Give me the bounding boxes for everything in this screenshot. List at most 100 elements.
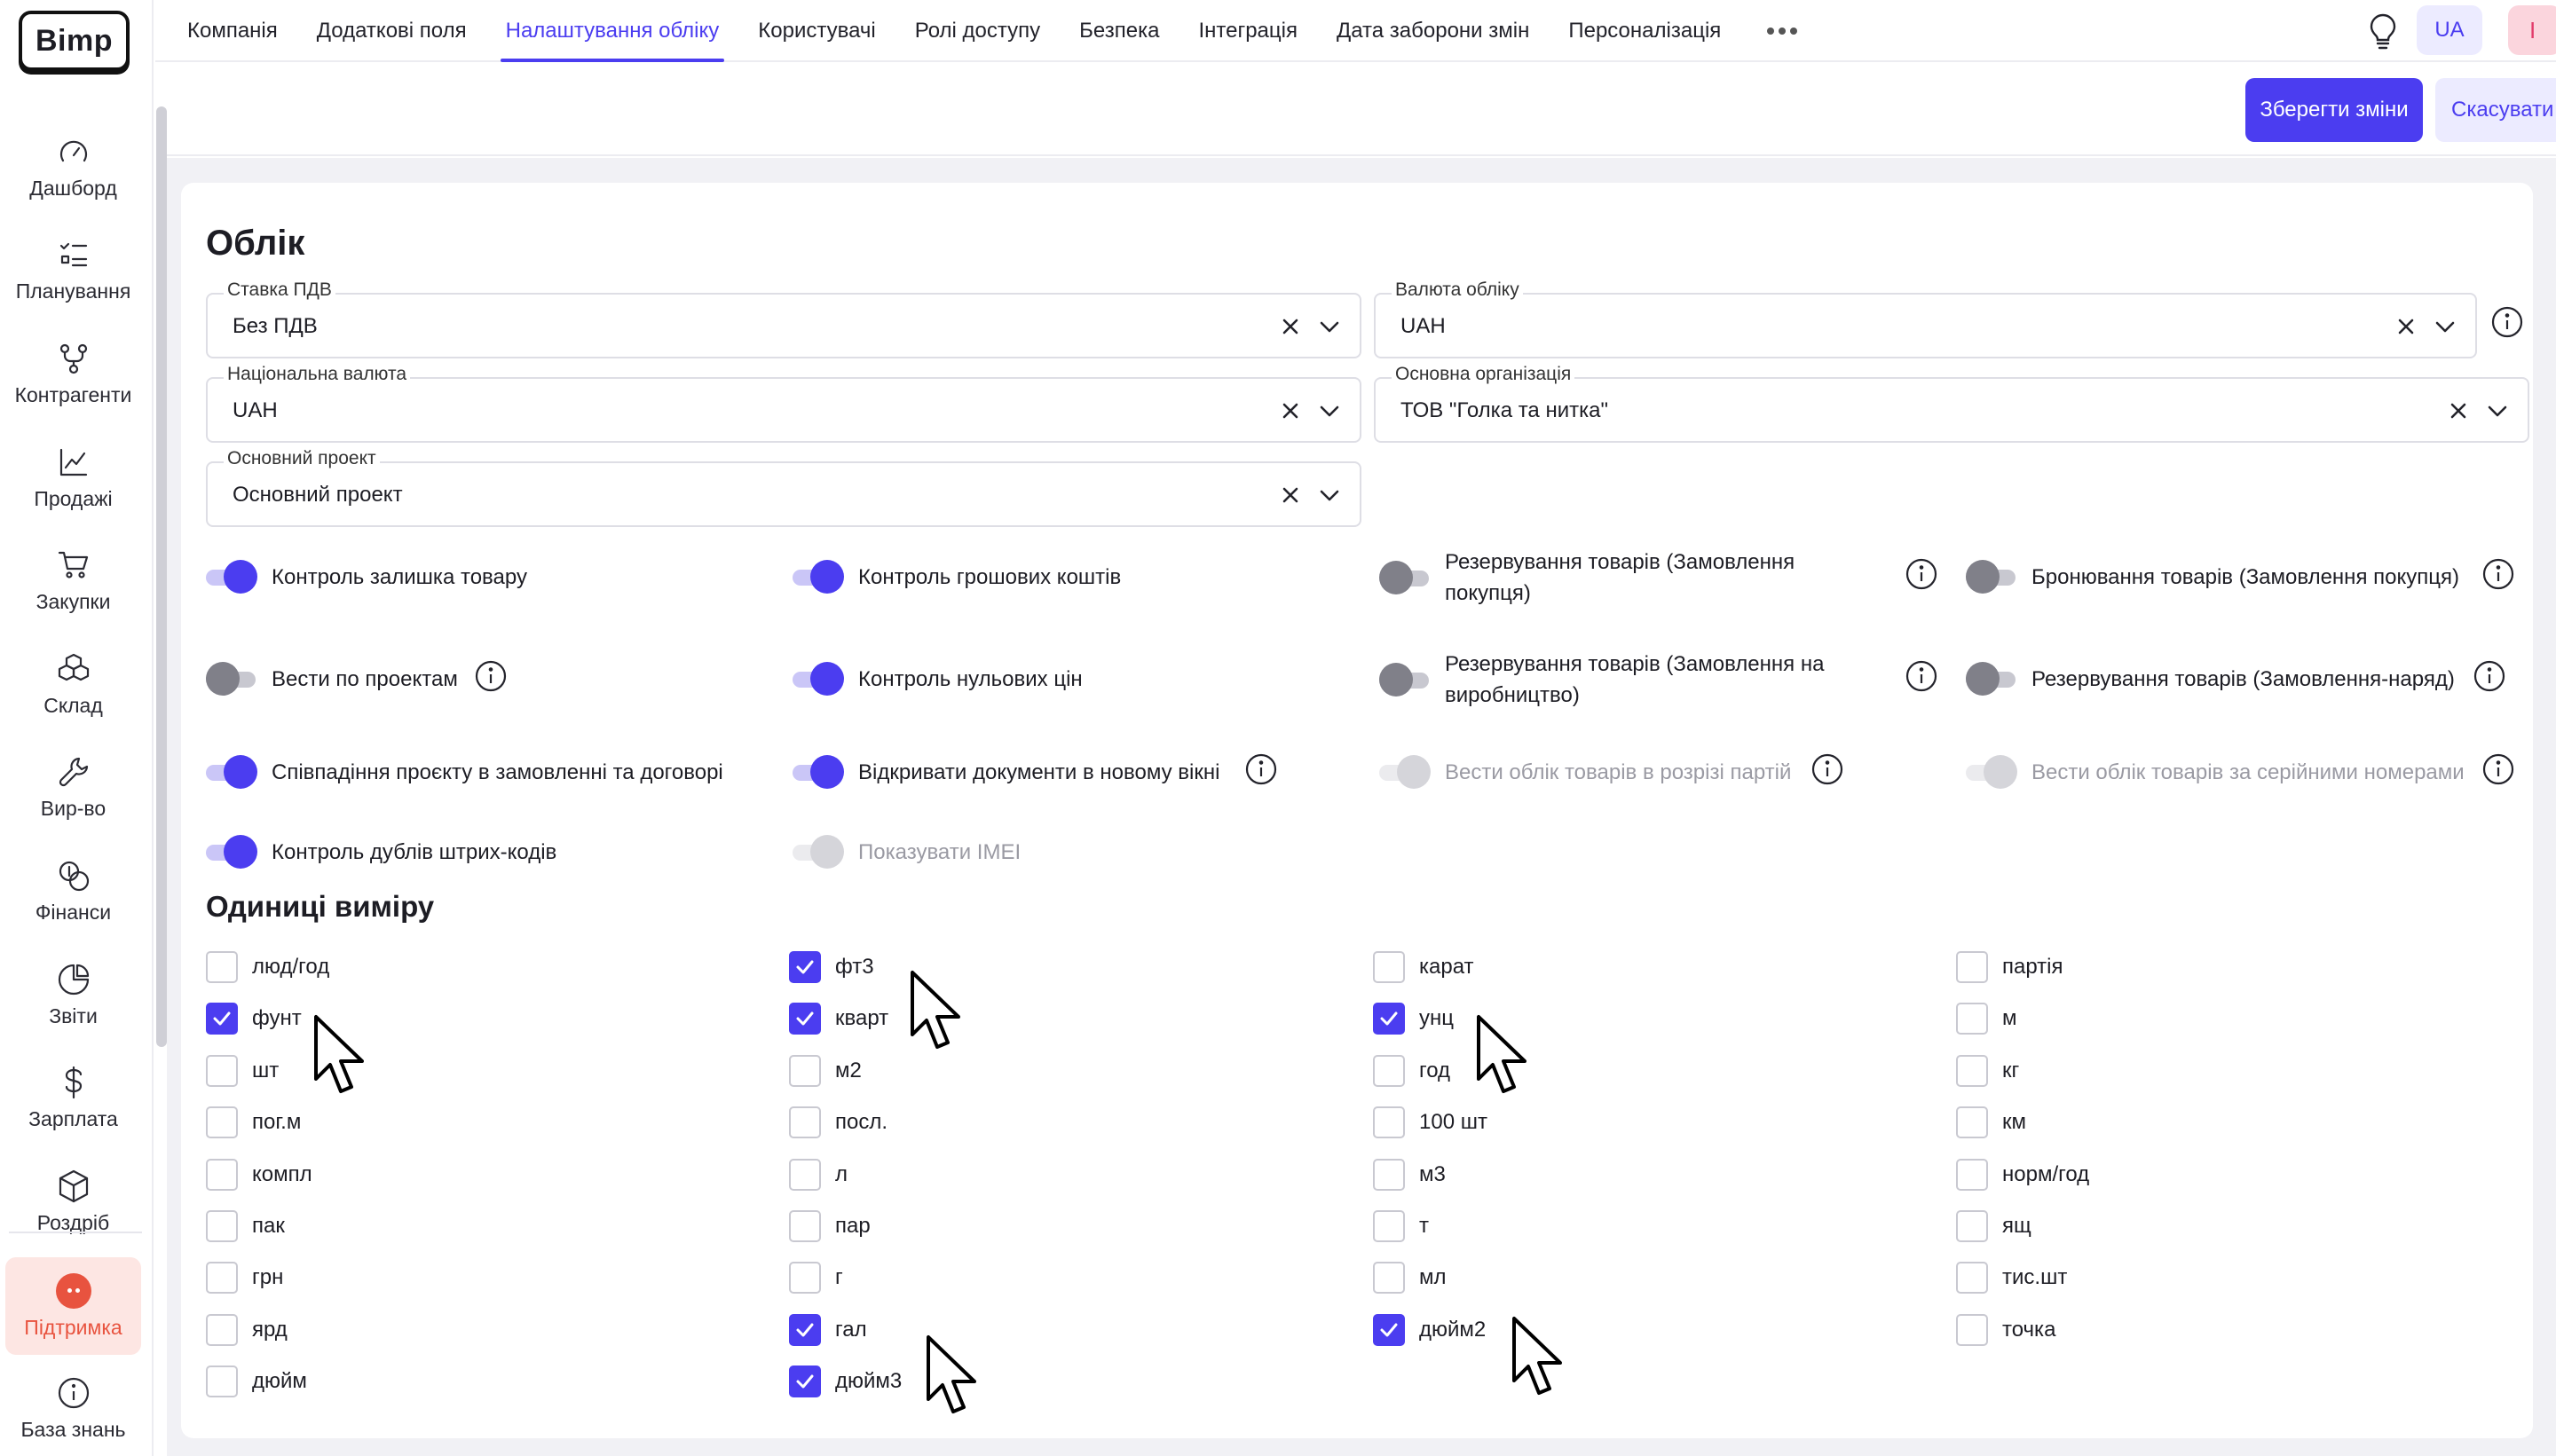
toggle-reserve-customer-order[interactable]: Резервування товарів (Замовлення покупця… [1379, 547, 1841, 609]
toggle-switch[interactable] [206, 559, 259, 594]
unit-checkbox[interactable]: шт [206, 1054, 279, 1087]
unit-checkbox[interactable]: дюйм2 [1373, 1313, 1486, 1346]
language-switcher[interactable]: UA [2417, 5, 2482, 55]
info-icon[interactable] [2481, 557, 2515, 591]
chevron-down-icon[interactable] [2433, 314, 2457, 339]
unit-checkbox[interactable]: ящ [1956, 1210, 2031, 1242]
unit-checkbox[interactable]: ярд [206, 1313, 288, 1346]
toggle-barcode-duplicates[interactable]: Контроль дублів штрих-кодів [206, 834, 556, 870]
unit-checkbox[interactable]: норм/год [1956, 1158, 2089, 1191]
tab-company[interactable]: Компанія [187, 19, 278, 43]
toggle-switch[interactable] [793, 559, 846, 594]
info-icon[interactable] [1905, 659, 1938, 693]
info-icon[interactable] [2490, 305, 2524, 339]
info-icon[interactable] [2481, 752, 2515, 786]
checkbox-checked[interactable] [789, 1003, 821, 1035]
sidebar-item-reports[interactable]: Звіти [0, 943, 146, 1047]
checkbox-unchecked[interactable] [789, 1262, 821, 1295]
toggle-switch[interactable] [1379, 662, 1432, 697]
chevron-down-icon[interactable] [1317, 483, 1342, 508]
tab-personalization[interactable]: Персоналізація [1568, 19, 1722, 43]
toggle-cash-control[interactable]: Контроль грошових коштів [793, 559, 1121, 594]
unit-checkbox[interactable]: год [1373, 1054, 1450, 1087]
toggle-open-new-window[interactable]: Відкривати документи в новому вікні [793, 754, 1219, 790]
unit-checkbox[interactable]: м3 [1373, 1158, 1446, 1191]
toggle-switch[interactable] [793, 661, 846, 697]
checkbox-checked[interactable] [206, 1003, 238, 1035]
unit-checkbox[interactable]: грн [206, 1262, 283, 1295]
unit-checkbox[interactable]: т [1373, 1210, 1429, 1242]
unit-checkbox[interactable]: гал [789, 1313, 867, 1346]
unit-checkbox[interactable]: кг [1956, 1054, 2019, 1087]
checkbox-unchecked[interactable] [206, 1054, 238, 1087]
sidebar-item-production[interactable]: Вир-во [0, 736, 146, 840]
checkbox-unchecked[interactable] [789, 1158, 821, 1191]
lightbulb-icon[interactable] [2361, 9, 2405, 53]
sidebar-item-contractors[interactable]: Контрагенти [0, 322, 146, 426]
unit-checkbox[interactable]: посл. [789, 1106, 888, 1139]
checkbox-unchecked[interactable] [1956, 1313, 1988, 1346]
toggle-switch[interactable] [206, 754, 259, 790]
checkbox-unchecked[interactable] [1373, 1262, 1405, 1295]
checkbox-unchecked[interactable] [1956, 1158, 1988, 1191]
national-currency-select[interactable]: Національна валюта UAH [206, 364, 1361, 443]
chevron-down-icon[interactable] [2485, 398, 2510, 423]
main-project-select[interactable]: Основний проект Основний проект [206, 448, 1361, 527]
checkbox-unchecked[interactable] [789, 1054, 821, 1087]
accounting-currency-select[interactable]: Валюта обліку UAH [1374, 279, 2477, 358]
info-icon[interactable] [474, 659, 508, 693]
unit-checkbox[interactable]: точка [1956, 1313, 2055, 1346]
unit-checkbox[interactable]: кварт [789, 1003, 888, 1035]
unit-checkbox[interactable]: карат [1373, 951, 1474, 983]
bimp-logo[interactable]: Bimp [19, 11, 130, 71]
main-organization-select[interactable]: Основна організація ТОВ "Голка та нитка" [1374, 364, 2529, 443]
sidebar-item-retail[interactable]: Роздріб [0, 1150, 146, 1254]
unit-checkbox[interactable]: тис.шт [1956, 1262, 2067, 1295]
checkbox-unchecked[interactable] [789, 1210, 821, 1242]
checkbox-unchecked[interactable] [1956, 1003, 1988, 1035]
checkbox-unchecked[interactable] [1373, 1210, 1405, 1242]
checkbox-unchecked[interactable] [206, 1210, 238, 1242]
more-tabs-icon[interactable] [1767, 0, 1798, 62]
checkbox-unchecked[interactable] [1373, 951, 1405, 983]
info-icon[interactable] [1905, 557, 1938, 591]
toggle-stock-control[interactable]: Контроль залишка товару [206, 559, 527, 594]
user-avatar[interactable]: I [2508, 5, 2556, 55]
toggle-switch[interactable] [1379, 560, 1432, 595]
checkbox-unchecked[interactable] [206, 951, 238, 983]
checkbox-unchecked[interactable] [1956, 1106, 1988, 1139]
unit-checkbox[interactable]: км [1956, 1106, 2026, 1139]
tab-security[interactable]: Безпека [1079, 19, 1160, 43]
checkbox-unchecked[interactable] [1373, 1054, 1405, 1087]
unit-checkbox[interactable]: 100 шт [1373, 1106, 1487, 1139]
sidebar-item-warehouse[interactable]: Склад [0, 633, 146, 736]
checkbox-unchecked[interactable] [1956, 951, 1988, 983]
toggle-reserve-work-order[interactable]: Резервування товарів (Замовлення-наряд) [1966, 661, 2455, 697]
checkbox-checked[interactable] [1373, 1313, 1405, 1346]
unit-checkbox[interactable]: дюйм [206, 1365, 307, 1398]
vat-rate-select[interactable]: Ставка ПДВ Без ПДВ [206, 279, 1361, 358]
sidebar-item-knowledge-base[interactable]: База знань [0, 1375, 146, 1442]
info-icon[interactable] [1244, 752, 1278, 786]
chevron-down-icon[interactable] [1317, 314, 1342, 339]
sidebar-item-salary[interactable]: Зарплата [0, 1046, 146, 1150]
unit-checkbox[interactable]: фт3 [789, 951, 874, 983]
unit-checkbox[interactable]: дюйм3 [789, 1365, 902, 1398]
checkbox-unchecked[interactable] [1373, 1106, 1405, 1139]
toggle-switch[interactable] [793, 754, 846, 790]
unit-checkbox[interactable]: фунт [206, 1003, 302, 1035]
sidebar-item-purchases[interactable]: Закупки [0, 529, 146, 633]
checkbox-unchecked[interactable] [206, 1262, 238, 1295]
unit-checkbox[interactable]: люд/год [206, 951, 329, 983]
checkbox-unchecked[interactable] [206, 1106, 238, 1139]
sidebar-item-finance[interactable]: Фінанси [0, 839, 146, 943]
unit-checkbox[interactable]: партія [1956, 951, 2063, 983]
tab-users[interactable]: Користувачі [758, 19, 876, 43]
toggle-project-match[interactable]: Співпадіння проєкту в замовленні та дого… [206, 754, 723, 790]
checkbox-unchecked[interactable] [206, 1313, 238, 1346]
sidebar-item-sales[interactable]: Продажі [0, 426, 146, 530]
checkbox-checked[interactable] [789, 1313, 821, 1346]
unit-checkbox[interactable]: пог.м [206, 1106, 301, 1139]
info-icon[interactable] [2473, 659, 2506, 693]
checkbox-unchecked[interactable] [206, 1158, 238, 1191]
